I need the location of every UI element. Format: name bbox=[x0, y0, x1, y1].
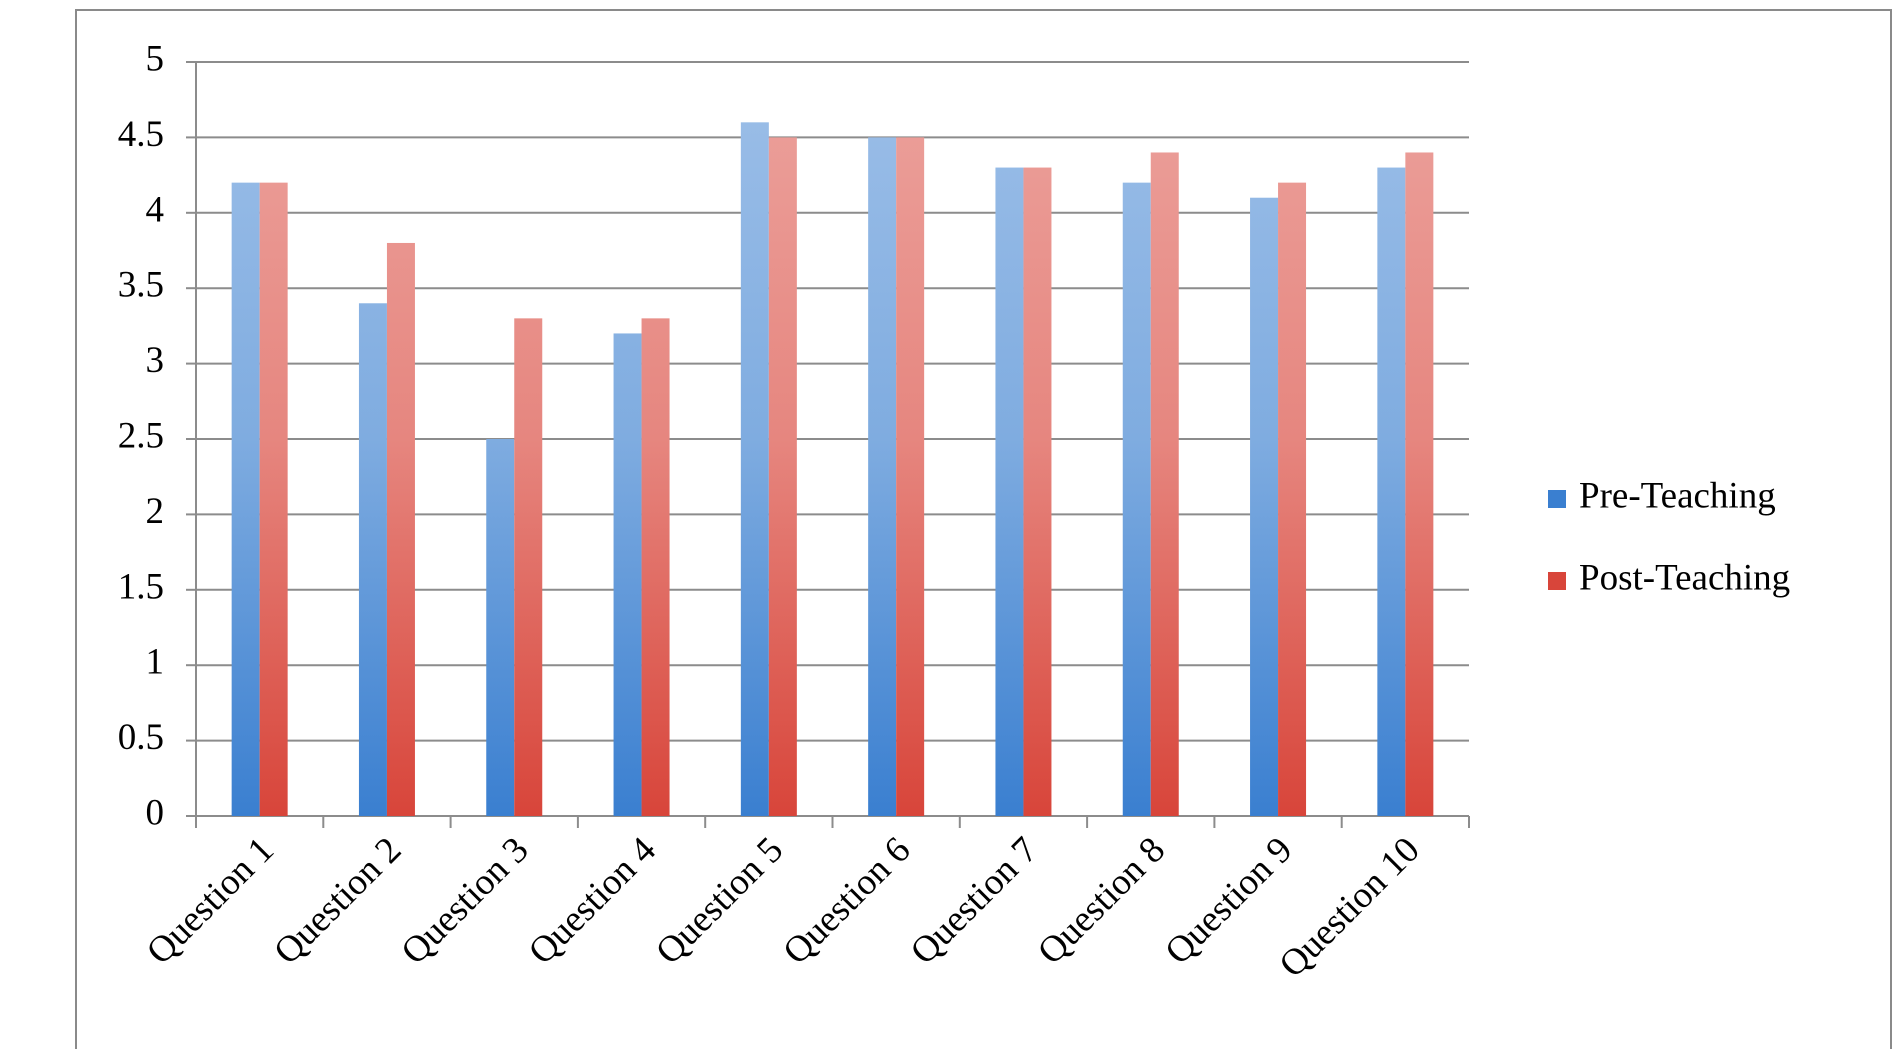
bar bbox=[486, 439, 515, 816]
bar bbox=[1023, 167, 1052, 816]
bar bbox=[386, 242, 415, 816]
x-tick-label: Question 6 bbox=[775, 829, 918, 972]
y-tick-label: 1 bbox=[146, 642, 165, 683]
y-tick-label: 4 bbox=[146, 189, 165, 230]
bar bbox=[259, 182, 288, 816]
legend-swatch bbox=[1548, 572, 1566, 590]
bar bbox=[768, 137, 797, 816]
y-tick-label: 0 bbox=[146, 792, 165, 833]
bar bbox=[641, 318, 670, 816]
y-tick-label: 4.5 bbox=[118, 114, 164, 155]
x-tick-label: Question 10 bbox=[1272, 829, 1428, 985]
x-tick-label: Question 7 bbox=[903, 829, 1046, 972]
x-tick-label: Question 3 bbox=[394, 829, 537, 972]
x-tick-label: Question 5 bbox=[648, 829, 791, 972]
legend-swatch bbox=[1548, 490, 1566, 508]
bar bbox=[231, 182, 260, 816]
y-tick-label: 5 bbox=[146, 38, 165, 79]
bar bbox=[1377, 167, 1406, 816]
y-tick-label: 3.5 bbox=[118, 265, 164, 306]
bar bbox=[1405, 152, 1434, 817]
bar bbox=[1150, 152, 1179, 817]
y-tick-label: 2 bbox=[146, 491, 165, 532]
bar bbox=[896, 137, 925, 816]
bar bbox=[868, 137, 897, 816]
y-tick-label: 1.5 bbox=[118, 566, 164, 607]
chart-frame bbox=[75, 9, 1892, 1049]
x-tick-label: Question 4 bbox=[521, 829, 664, 972]
y-tick-label: 3 bbox=[146, 340, 165, 381]
bar bbox=[613, 333, 642, 816]
x-tick-label: Question 8 bbox=[1030, 829, 1173, 972]
x-tick-label: Question 2 bbox=[266, 829, 409, 972]
y-tick-label: 0.5 bbox=[118, 717, 164, 758]
bar bbox=[740, 122, 769, 816]
x-tick-label: Question 1 bbox=[139, 829, 282, 972]
legend-label: Pre-Teaching bbox=[1579, 475, 1776, 516]
bar bbox=[514, 318, 543, 816]
bar bbox=[1250, 197, 1279, 817]
bar bbox=[995, 167, 1024, 816]
legend-label: Post-Teaching bbox=[1579, 557, 1790, 598]
bar bbox=[1278, 182, 1307, 816]
y-tick-label: 2.5 bbox=[118, 415, 164, 456]
bar bbox=[1122, 182, 1151, 816]
bar bbox=[358, 303, 387, 816]
